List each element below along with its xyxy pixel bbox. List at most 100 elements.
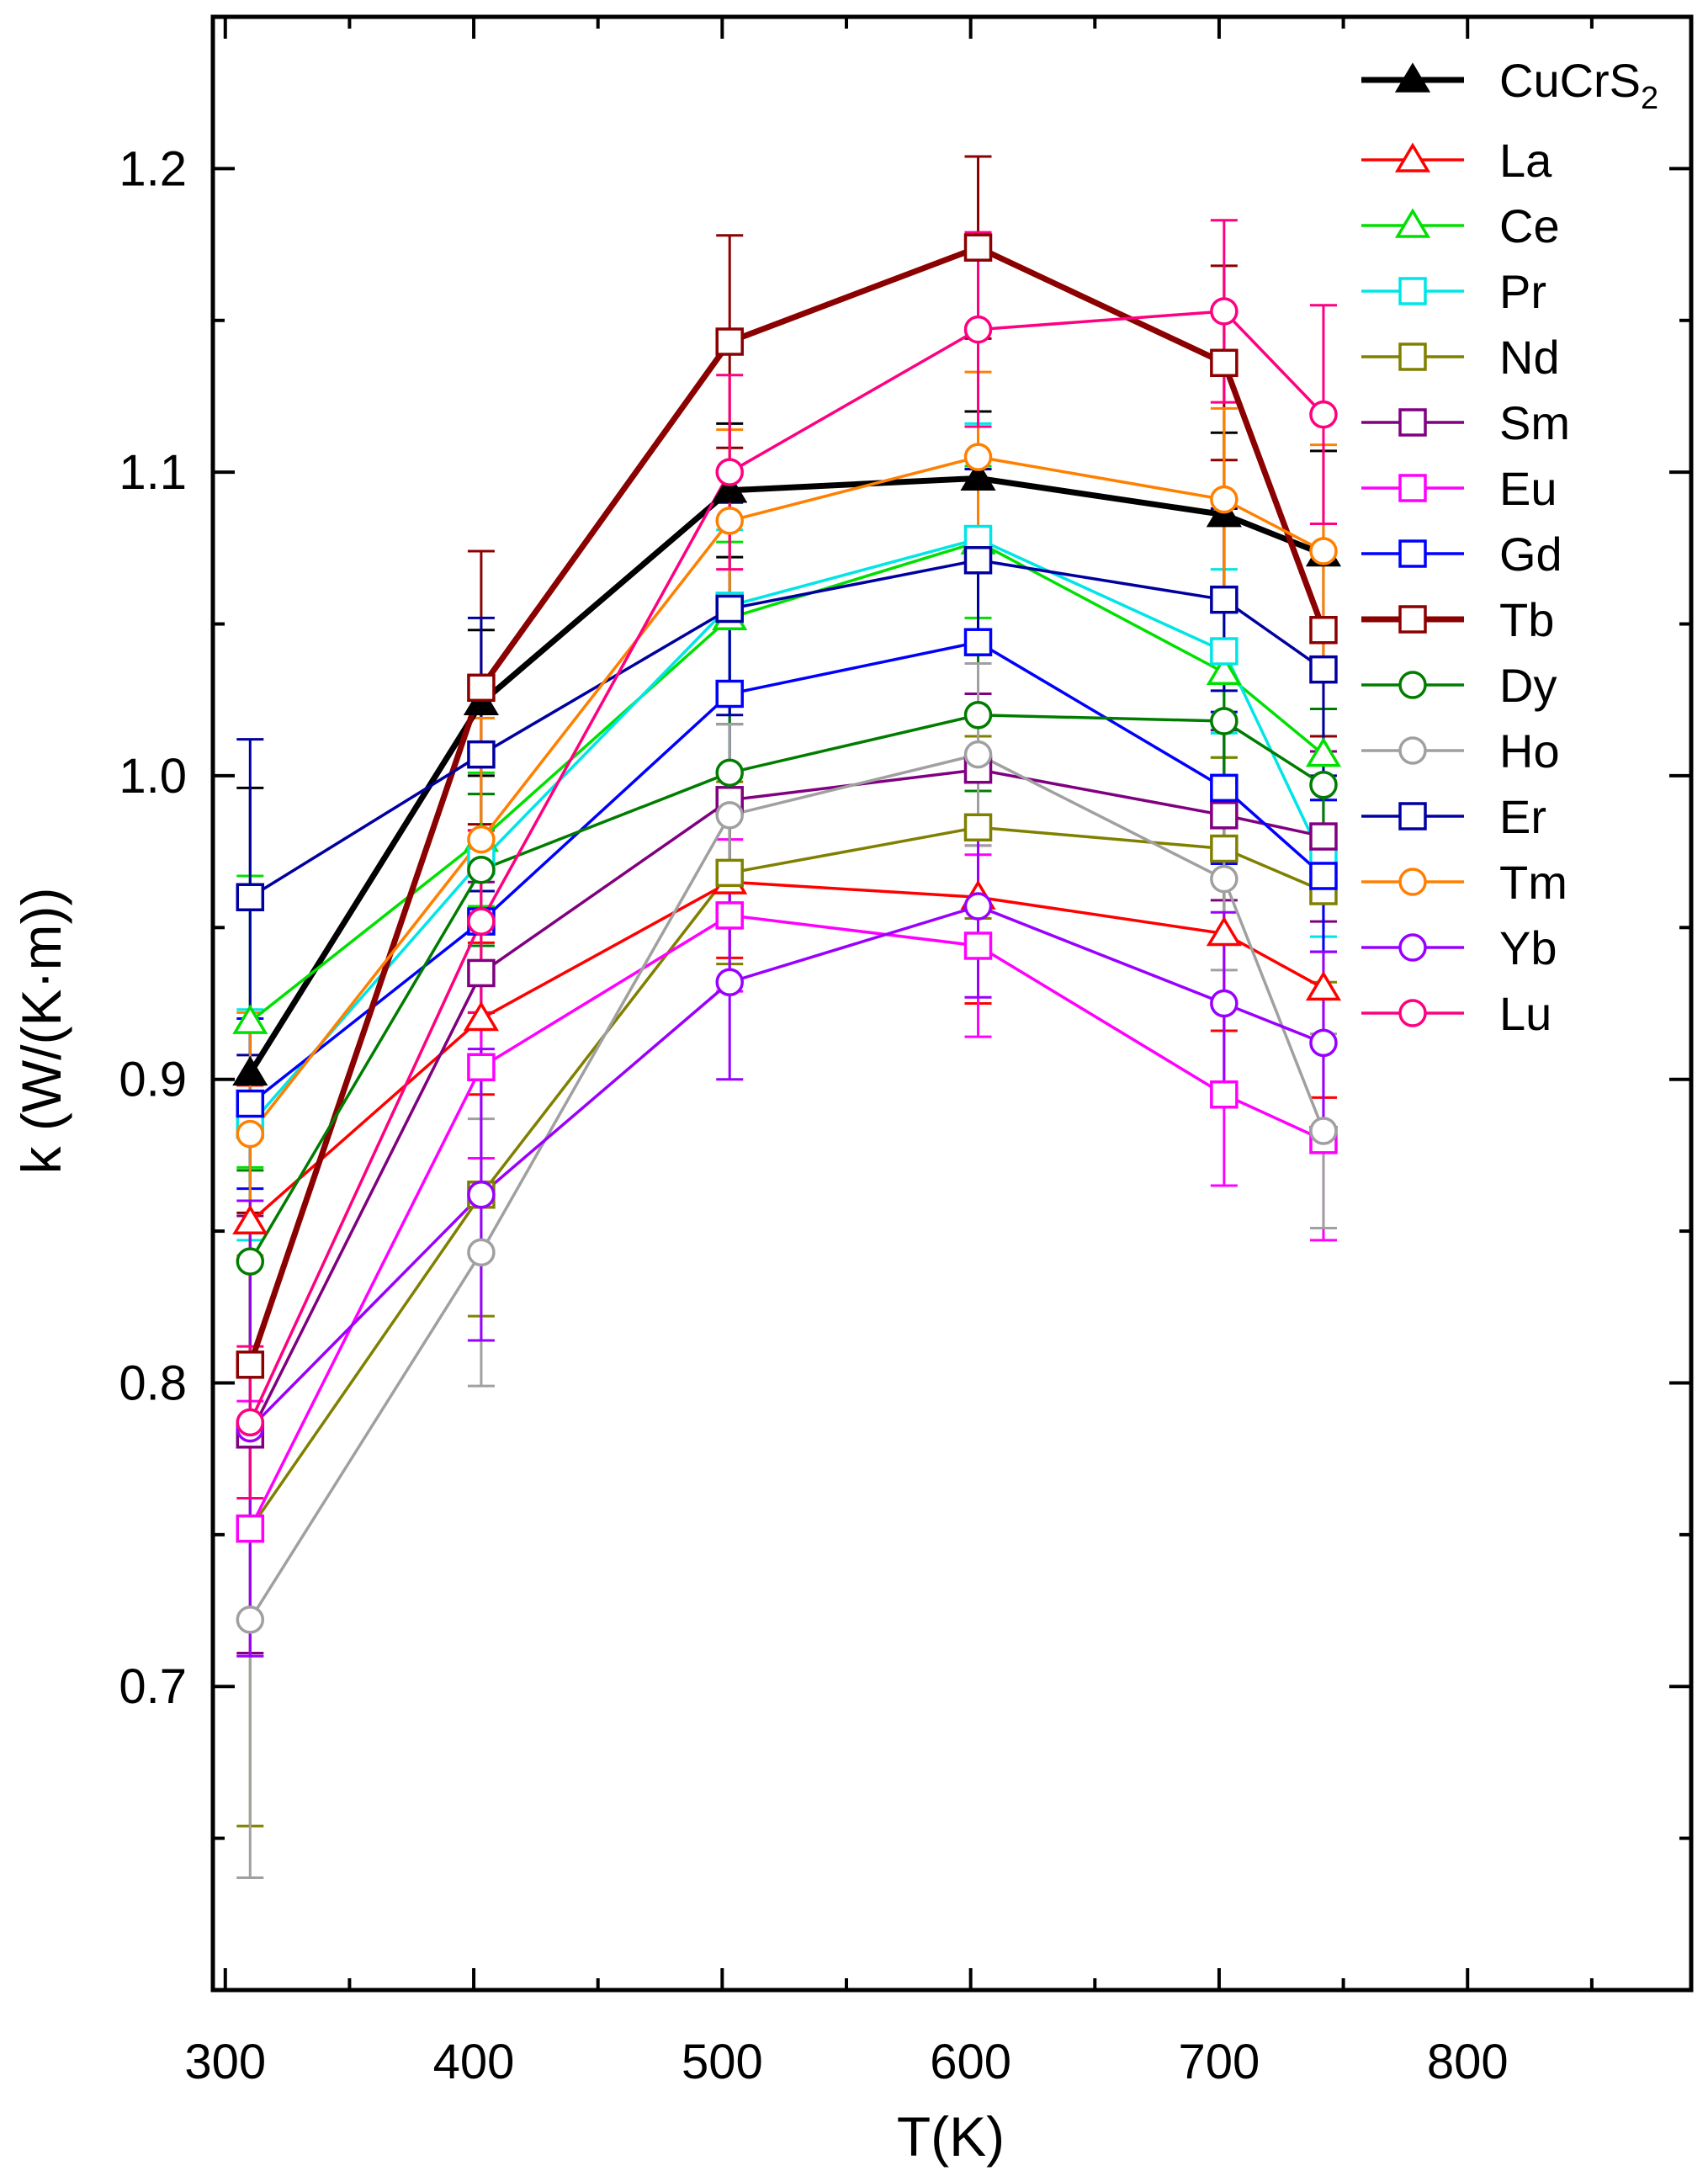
data-point-dy-1 <box>467 856 496 884</box>
data-point-nd-2 <box>715 858 744 888</box>
data-point-sm-1 <box>467 958 496 988</box>
data-point-yb-1 <box>467 1181 496 1209</box>
data-point-yb-5 <box>1309 1028 1338 1058</box>
data-point-ho-5 <box>1309 1117 1338 1145</box>
data-point-gd-4 <box>1210 773 1239 803</box>
legend-marker-gd <box>1398 539 1427 568</box>
legend-marker-cucrs2 <box>1394 62 1431 93</box>
data-point-eu-3 <box>963 931 993 960</box>
series-line-cucrs2 <box>247 475 1325 1075</box>
legend: CuCrS2 La Ce Pr Nd Sm Eu Gd Tb Dy Ho Er Tm Yb Lu <box>1361 54 1658 1040</box>
y-axis-title: k (W/(K·m)) <box>10 888 72 1175</box>
legend-marker-tb <box>1398 605 1427 634</box>
x-tick-label-400: 400 <box>433 2035 515 2089</box>
plot-frame <box>210 14 1694 1993</box>
data-point-la-0 <box>232 1204 268 1234</box>
legend-marker-tm <box>1398 868 1427 896</box>
legend-label-ho: Ho <box>1499 724 1560 778</box>
legend-label-ce: Ce <box>1499 199 1560 252</box>
data-point-sm-4 <box>1210 801 1239 830</box>
data-point-yb-3 <box>963 892 993 921</box>
series-line-tm <box>248 455 1324 1135</box>
legend-marker-la <box>1394 142 1431 172</box>
data-point-yb-2 <box>715 968 744 996</box>
series-line-la <box>249 880 1324 1223</box>
data-point-tb-0 <box>236 1351 265 1379</box>
legend-label-cucrs2: CuCrS2 <box>1499 54 1658 116</box>
data-point-dy-3 <box>963 701 993 730</box>
data-point-ho-0 <box>236 1605 265 1634</box>
legend-label-pr: Pr <box>1499 265 1546 318</box>
legend-label-la: La <box>1499 134 1552 187</box>
data-point-eu-4 <box>1210 1080 1239 1109</box>
axis-ticks <box>213 15 1691 1990</box>
legend-label-main: CuCrS <box>1499 54 1641 107</box>
x-tick-label-600: 600 <box>930 2035 1011 2089</box>
legend-marker-eu <box>1398 474 1427 502</box>
x-axis-title: T(K) <box>897 2105 1005 2168</box>
data-point-tm-5 <box>1309 537 1338 565</box>
data-point-tm-4 <box>1210 485 1239 514</box>
series-line-nd <box>248 825 1324 1530</box>
x-tick-label-700: 700 <box>1179 2035 1260 2089</box>
series-line-sm <box>248 767 1324 1436</box>
data-point-dy-2 <box>715 758 744 788</box>
data-point-la-4 <box>1206 916 1242 947</box>
legend-label-nd: Nd <box>1499 331 1560 384</box>
data-point-gd-5 <box>1309 862 1338 890</box>
data-point-tm-0 <box>236 1119 265 1149</box>
data-point-sm-5 <box>1309 822 1338 851</box>
data-point-gd-0 <box>236 1089 265 1118</box>
series-line-ho <box>248 752 1325 1621</box>
data-point-tm-2 <box>715 507 744 535</box>
data-point-ho-3 <box>963 740 993 769</box>
legend-marker-er <box>1398 802 1427 831</box>
legend-label-gd: Gd <box>1499 528 1562 581</box>
data-point-yb-4 <box>1210 989 1239 1018</box>
data-point-dy-5 <box>1309 770 1338 799</box>
y-tick-label-0.9: 0.9 <box>119 1053 187 1107</box>
data-point-er-1 <box>467 740 496 769</box>
x-tick-label-300: 300 <box>184 2035 266 2089</box>
data-point-lu-2 <box>715 458 744 486</box>
x-tick-label-500: 500 <box>682 2035 763 2089</box>
data-point-lu-5 <box>1309 400 1338 429</box>
data-point-la-1 <box>463 1000 499 1032</box>
data-point-lu-3 <box>963 315 993 344</box>
data-point-tb-4 <box>1210 348 1239 378</box>
data-point-cucrs2-0 <box>232 1055 268 1086</box>
y-tick-label-1.2: 1.2 <box>119 141 187 196</box>
legend-label-dy: Dy <box>1499 659 1557 712</box>
data-point-la-5 <box>1305 970 1342 1001</box>
series-markers <box>232 233 1342 1634</box>
legend-marker-nd <box>1398 342 1427 371</box>
error-bars <box>236 155 1337 1880</box>
legend-marker-dy <box>1398 671 1427 699</box>
series-line-lu <box>248 310 1325 1424</box>
data-point-cucrs2-3 <box>960 460 996 491</box>
series-line-dy <box>248 714 1324 1263</box>
legend-marker-ho <box>1398 736 1427 765</box>
y-tick-label-1.1: 1.1 <box>119 445 187 500</box>
data-point-tm-1 <box>467 825 496 854</box>
series-line-er <box>249 559 1324 899</box>
series-line-yb <box>249 905 1324 1430</box>
y-tick-label-0.8: 0.8 <box>119 1356 187 1410</box>
x-tick-label-800: 800 <box>1427 2035 1509 2089</box>
legend-label-tb: Tb <box>1499 593 1554 646</box>
data-point-tb-2 <box>715 327 744 356</box>
data-point-eu-0 <box>236 1514 265 1543</box>
series-line-tb <box>247 244 1327 1366</box>
data-point-ho-2 <box>715 801 744 830</box>
data-point-eu-1 <box>467 1053 496 1082</box>
data-point-ce-0 <box>232 1004 268 1034</box>
y-tick-label-1: 1.0 <box>119 749 187 804</box>
data-point-nd-3 <box>963 813 993 842</box>
data-point-lu-0 <box>236 1408 265 1437</box>
legend-label-subscript: 2 <box>1641 81 1658 116</box>
data-point-eu-2 <box>715 901 744 930</box>
legend-label-yb: Yb <box>1499 921 1557 974</box>
legend-label-tm: Tm <box>1499 856 1567 909</box>
legend-label-er: Er <box>1499 790 1546 843</box>
